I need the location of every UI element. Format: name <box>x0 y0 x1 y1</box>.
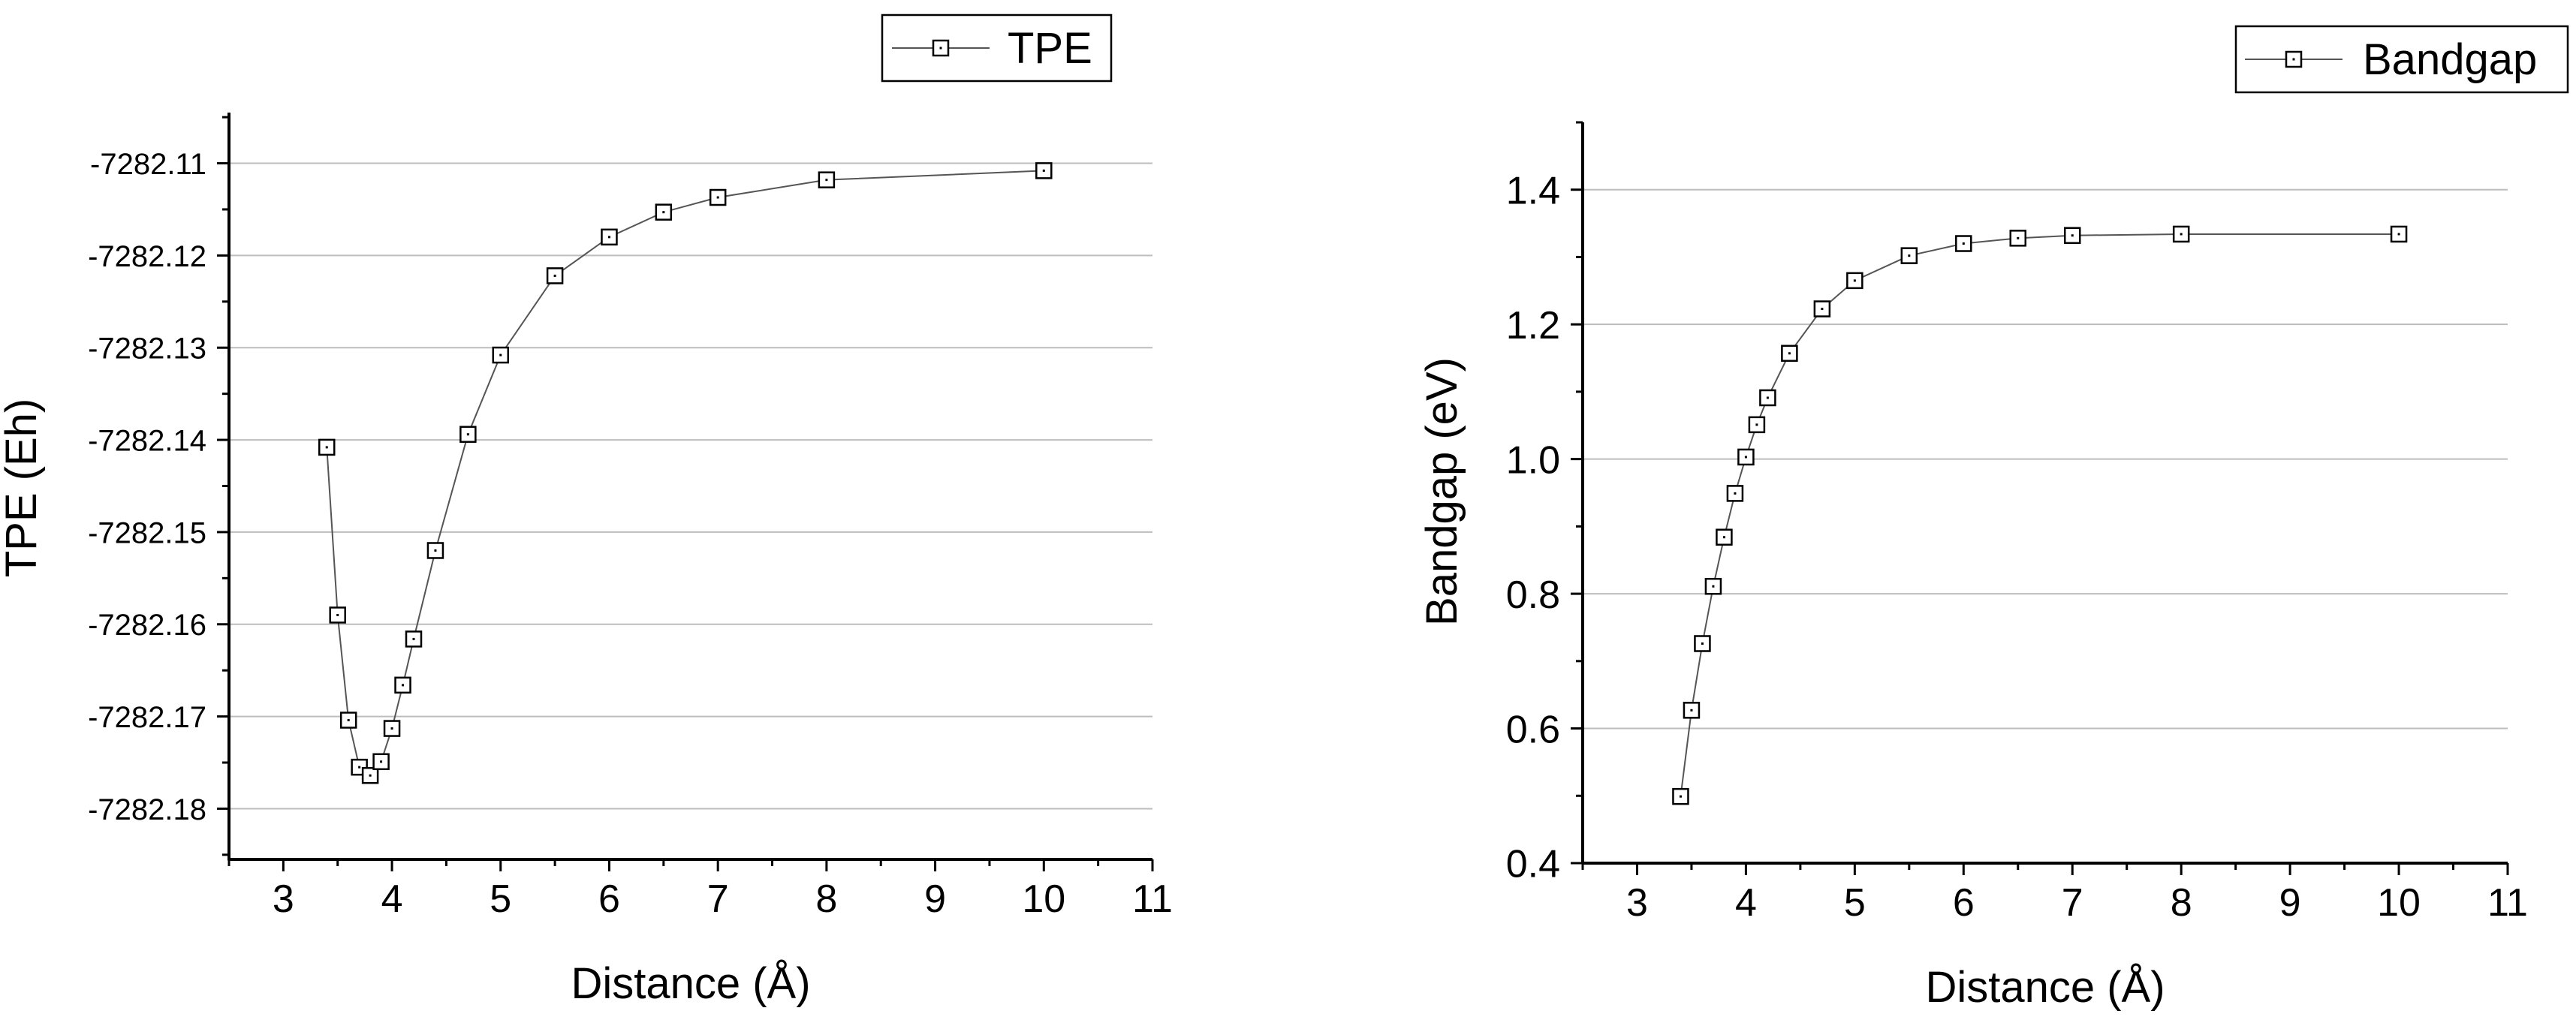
data-point-dot <box>1042 169 1045 172</box>
data-point-dot <box>553 274 556 277</box>
y-tick-label: -7282.17 <box>88 701 206 734</box>
x-tick-label: 4 <box>1735 881 1757 925</box>
series-markers <box>318 162 1053 784</box>
y-tick-label: -7282.12 <box>88 240 206 273</box>
data-point-dot <box>1679 795 1682 798</box>
data-point-dot <box>1690 709 1693 712</box>
x-tick-label: 10 <box>2377 881 2421 925</box>
y-ticks: 0.4 0.6 0.8 1.0 1.2 1.4 <box>1506 121 1583 886</box>
y-axis-title: TPE (Eh) <box>0 399 46 578</box>
x-tick-label: 8 <box>815 877 837 921</box>
legend-label: Bandgap <box>2363 35 2537 84</box>
data-point-dot <box>825 179 828 182</box>
y-tick-label: -7282.13 <box>88 332 206 366</box>
y-tick-label: 1.2 <box>1506 304 1560 348</box>
data-point-dot <box>2180 233 2183 236</box>
data-point-dot <box>358 766 361 769</box>
x-tick-label: 7 <box>2062 881 2083 925</box>
data-point-dot <box>390 727 393 730</box>
x-tick-label: 5 <box>1844 881 1866 925</box>
y-tick-label: -7282.16 <box>88 609 206 642</box>
y-tick-label: 1.0 <box>1506 438 1560 482</box>
data-point-dot <box>1722 536 1725 539</box>
data-point-dot <box>1734 492 1737 495</box>
x-tick-label: 8 <box>2171 881 2192 925</box>
y-tick-label: -7282.15 <box>88 516 206 549</box>
x-tick-label: 4 <box>381 877 403 921</box>
y-tick-label: 0.4 <box>1506 843 1560 886</box>
y-ticks: -7282.18 -7282.17 -7282.16 -7282.15 -7282.14… <box>88 116 229 856</box>
x-tick-label: 11 <box>1132 877 1173 921</box>
x-tick-label: 3 <box>1626 881 1648 925</box>
data-point-dot <box>434 549 437 552</box>
data-point-dot <box>466 433 469 436</box>
data-point-dot <box>1755 423 1758 426</box>
tpe-plot: 3 4 5 6 7 8 9 10 11-7282.18-7282.17-7282.16-7282… <box>0 14 1173 1008</box>
legend-marker-dot <box>2292 58 2295 61</box>
x-tick-label: 6 <box>1953 881 1975 925</box>
data-point-dot <box>412 637 415 640</box>
series-line <box>1680 233 2400 797</box>
bandgap-plot: 3 4 5 6 7 8 9 10 11 0.4 0.6 0.8 1.0 1.2 1.4 Distance (Å… <box>1418 25 2569 1012</box>
x-tick-label: 9 <box>924 877 946 921</box>
legend-label: TPE <box>1008 24 1092 73</box>
data-point-dot <box>369 774 372 777</box>
y-tick-label: -7282.11 <box>90 148 206 181</box>
legend: Bandgap <box>2234 25 2569 94</box>
data-point-dot <box>325 446 328 449</box>
legend: TPE <box>881 14 1113 83</box>
x-ticks: 3 4 5 6 7 8 9 10 11 <box>227 859 1173 921</box>
data-point-dot <box>1962 242 1965 245</box>
data-point-dot <box>2397 233 2400 236</box>
data-point-dot <box>402 684 405 687</box>
gridlines <box>1583 188 2508 730</box>
data-point-dot <box>1853 279 1856 282</box>
data-point-dot <box>336 613 339 616</box>
x-tick-label: 10 <box>1022 877 1065 921</box>
gridlines <box>229 162 1152 810</box>
data-point-dot <box>1712 585 1715 588</box>
data-point-dot <box>2017 236 2020 239</box>
data-point-dot <box>1821 308 1824 311</box>
x-tick-label: 9 <box>2279 881 2301 925</box>
x-tick-label: 6 <box>598 877 620 921</box>
y-axis-title: Bandgap (eV) <box>1418 357 1466 626</box>
y-tick-label: -7282.14 <box>88 424 206 457</box>
legend-marker-dot <box>939 47 942 50</box>
x-axis-title: Distance (Å) <box>1925 963 2165 1012</box>
data-point-dot <box>2071 234 2074 237</box>
data-point-dot <box>499 354 502 357</box>
data-point-dot <box>347 719 350 722</box>
x-tick-label: 5 <box>490 877 511 921</box>
x-tick-label: 11 <box>2487 881 2528 925</box>
y-tick-label: -7282.18 <box>88 793 206 826</box>
data-point-dot <box>662 211 665 214</box>
data-point-dot <box>716 196 719 199</box>
data-point-dot <box>607 236 610 239</box>
x-tick-label: 3 <box>273 877 294 921</box>
y-tick-label: 0.8 <box>1506 573 1560 617</box>
series-markers <box>1672 225 2408 805</box>
x-tick-label: 7 <box>707 877 729 921</box>
data-point-dot <box>1788 352 1791 355</box>
y-tick-label: 1.4 <box>1506 169 1560 212</box>
data-point-dot <box>1908 254 1911 257</box>
data-point-dot <box>1701 642 1704 645</box>
x-ticks: 3 4 5 6 7 8 9 10 11 <box>1581 863 2528 925</box>
data-point-dot <box>1744 456 1747 459</box>
data-point-dot <box>380 760 383 763</box>
y-tick-label: 0.6 <box>1506 708 1560 751</box>
x-axis-title: Distance (Å) <box>571 959 810 1008</box>
data-point-dot <box>1766 396 1769 399</box>
